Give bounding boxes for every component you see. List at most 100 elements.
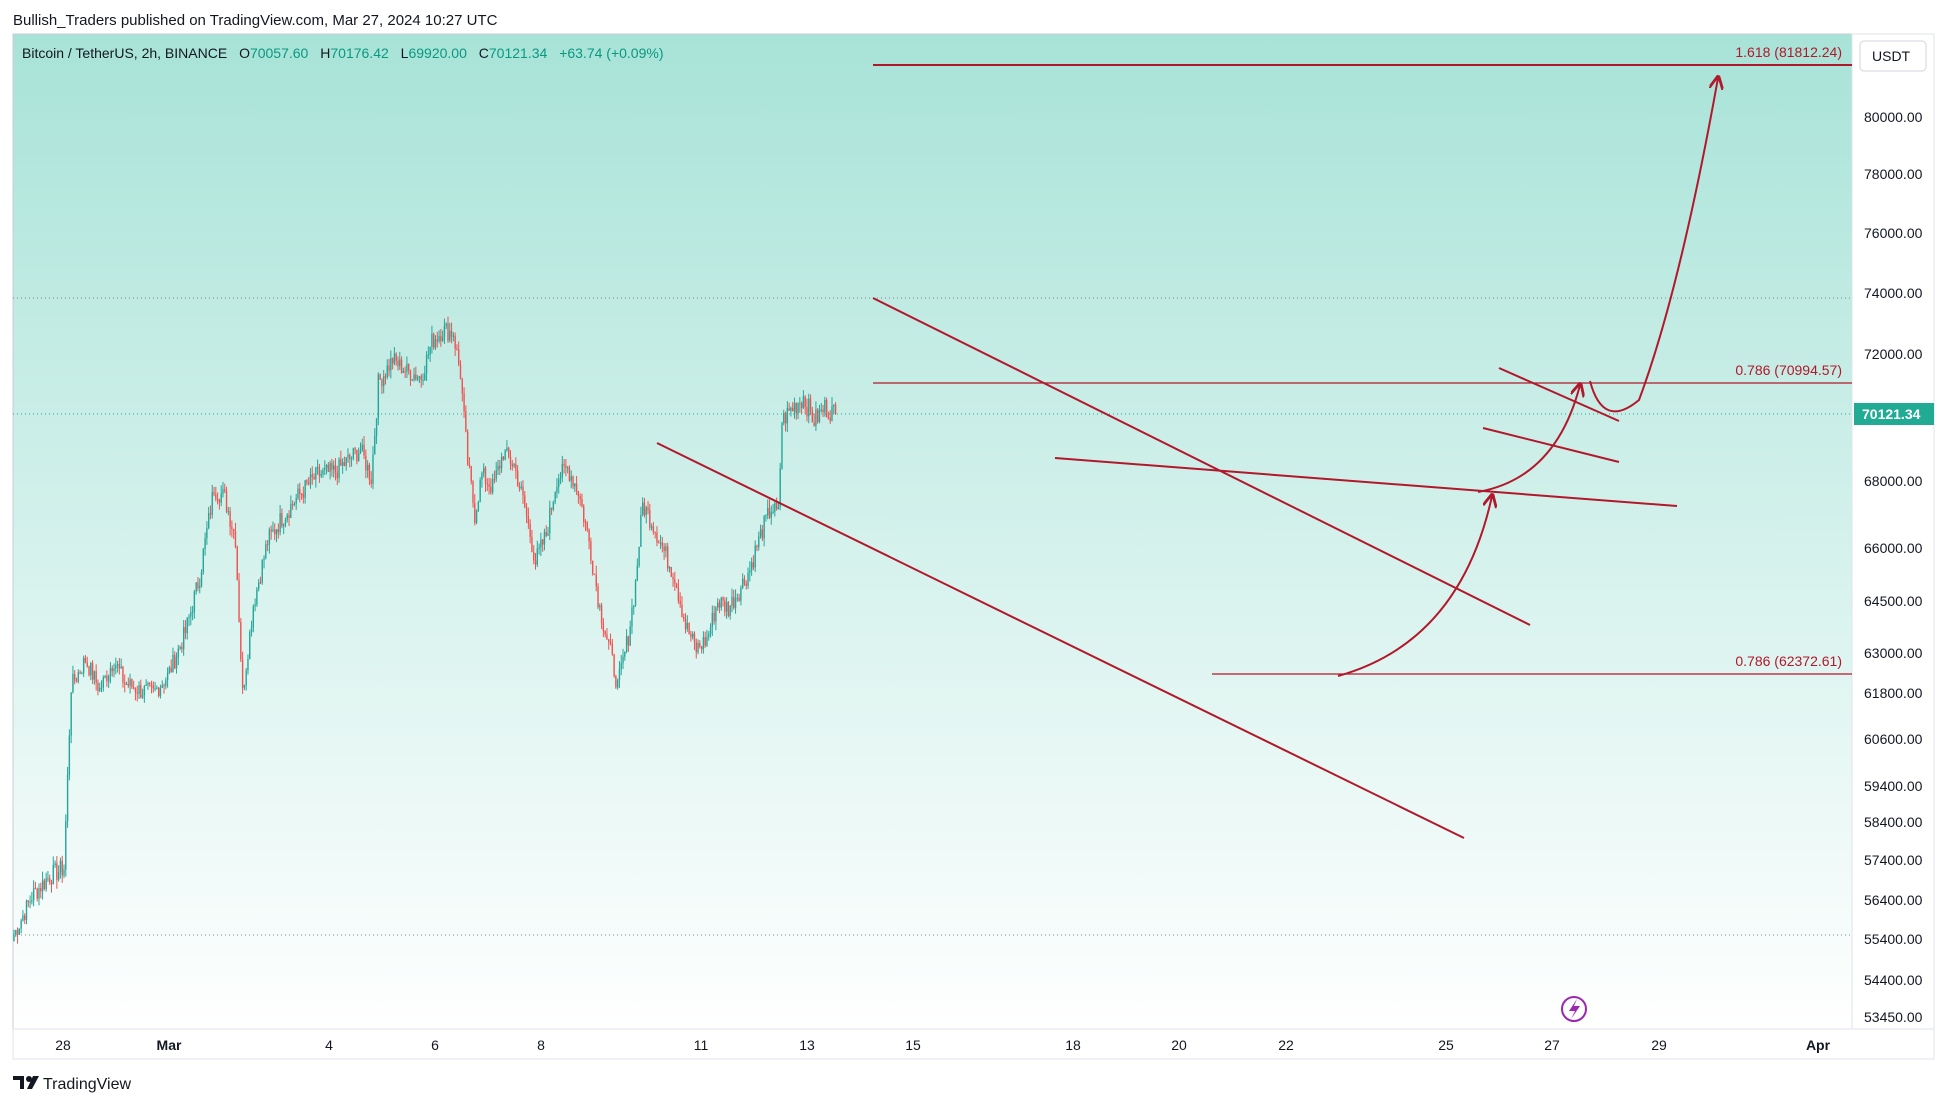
candle-body	[245, 670, 247, 686]
candle-body	[336, 472, 338, 479]
curve-arrow-1[interactable]	[1337, 496, 1492, 677]
candle-body	[122, 666, 124, 683]
chart-pane[interactable]	[12, 33, 1853, 1030]
tradingview-logo[interactable]: TradingView	[13, 1076, 131, 1093]
candle-body	[354, 448, 356, 450]
candle-body	[659, 542, 662, 544]
price-tick-3: 74000.00	[1864, 285, 1923, 301]
candle-body	[622, 656, 624, 664]
time-tick-6: 13	[799, 1037, 815, 1053]
candle-body	[61, 860, 63, 876]
price-tick-16: 54400.00	[1864, 972, 1923, 988]
flag-lower-line[interactable]	[1482, 427, 1620, 463]
candle-body	[118, 664, 121, 669]
candle-body	[715, 607, 717, 622]
current-price-badge: 70121.34	[1854, 403, 1934, 425]
candle-body	[774, 502, 776, 512]
horizontal-resistance-trendline[interactable]	[1054, 457, 1678, 507]
candle-body	[590, 541, 592, 561]
candle-body	[422, 380, 424, 382]
currency-button[interactable]: USDT	[1859, 40, 1927, 72]
candle-body	[415, 374, 417, 380]
candle-body	[99, 687, 101, 691]
candle-body	[815, 409, 817, 427]
candle-body	[763, 516, 765, 539]
candle-body	[209, 513, 212, 515]
candle-body	[141, 695, 144, 698]
time-ticks: 28 Mar 4 6 8 11 13 15 18 20 22 25 27 29 Apr	[55, 1037, 1830, 1053]
candle-body	[708, 634, 710, 637]
candle-body	[45, 878, 47, 889]
candle-body	[90, 662, 92, 676]
candle-body	[320, 474, 322, 477]
time-tick-9: 20	[1171, 1037, 1187, 1053]
candle-body	[311, 474, 313, 477]
candle-body	[295, 498, 297, 504]
candle-body	[668, 566, 671, 569]
candle-body	[145, 684, 147, 686]
candle-body	[722, 597, 724, 601]
candle-body	[156, 687, 158, 689]
time-axis[interactable]	[12, 1028, 1935, 1060]
candle-body	[186, 617, 188, 634]
lightning-icon[interactable]	[1561, 996, 1587, 1022]
candle-body	[549, 507, 551, 534]
candle-body	[274, 529, 276, 535]
candle-body	[666, 546, 669, 569]
candle-body	[488, 484, 490, 487]
candle-body	[56, 863, 58, 880]
candle-body	[613, 654, 615, 677]
candle-body	[252, 606, 255, 628]
candle-body	[479, 479, 481, 502]
candle-body	[825, 399, 828, 418]
symbol-info[interactable]: Bitcoin / TetherUS, 2h, BINANCE O70057.6…	[22, 45, 663, 61]
candle-body	[318, 467, 321, 477]
candle-body	[566, 467, 569, 469]
candle-body	[279, 513, 281, 533]
candle-body	[450, 330, 453, 337]
candle-body	[558, 479, 560, 487]
candle-body	[163, 685, 165, 687]
candle-body	[225, 490, 228, 512]
curve-arrow-2[interactable]	[1477, 385, 1580, 493]
candle-body	[129, 679, 131, 686]
candle-body	[49, 878, 51, 883]
candle-body	[341, 462, 344, 466]
candle-body	[634, 580, 637, 606]
candle-body	[281, 513, 283, 527]
candle-body	[797, 403, 799, 414]
candle-body	[134, 688, 137, 693]
candle-body	[791, 407, 794, 412]
price-axis[interactable]	[1851, 33, 1935, 1030]
candle-body	[679, 600, 681, 605]
candle-body	[440, 335, 442, 341]
wedge-upper-trendline[interactable]	[872, 297, 1531, 626]
candle-body	[286, 514, 288, 520]
candle-body	[545, 531, 547, 536]
candle-body	[324, 467, 326, 470]
candle-body	[309, 474, 312, 485]
candle-body	[79, 672, 81, 674]
candle-body	[781, 423, 783, 469]
candle-body	[254, 604, 256, 607]
wedge-lower-trendline[interactable]	[656, 442, 1465, 839]
projection-arrow[interactable]	[1589, 78, 1718, 413]
flag-upper-line[interactable]	[1498, 367, 1620, 422]
candle-body	[411, 379, 413, 381]
tradingview-logo-icon	[13, 1076, 39, 1089]
drawings[interactable]	[656, 64, 1852, 839]
candle-body	[584, 521, 587, 523]
candle-body	[381, 379, 383, 387]
candle-body	[18, 928, 21, 935]
candle-body	[290, 504, 292, 518]
candle-body	[327, 465, 330, 472]
price-tick-7: 64500.00	[1864, 593, 1923, 609]
candle-body	[652, 526, 655, 533]
candle-body	[379, 374, 381, 380]
candle-body	[338, 459, 340, 479]
candle-body	[452, 335, 455, 337]
candle-body	[236, 546, 238, 581]
candle-body	[131, 679, 133, 688]
candle-body	[718, 602, 721, 608]
